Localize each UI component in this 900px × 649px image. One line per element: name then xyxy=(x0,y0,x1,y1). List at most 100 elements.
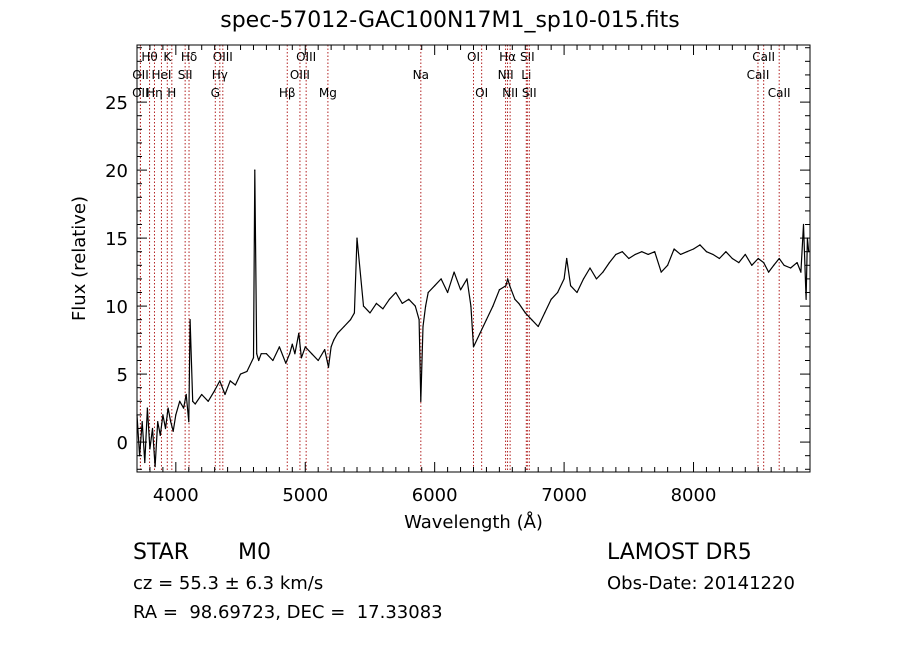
spectrum-point xyxy=(311,353,313,355)
spectrum-point xyxy=(425,305,427,307)
spectrum-point xyxy=(757,257,759,260)
spectrum-point xyxy=(234,384,236,386)
spectrum-point xyxy=(492,305,494,307)
spectrum-point xyxy=(254,169,256,171)
spectrum-point xyxy=(333,339,335,341)
spectrum-point xyxy=(229,380,231,382)
y-tick-label: 15 xyxy=(105,229,128,250)
line-marker-label: CaII xyxy=(752,50,775,64)
spectrum-point xyxy=(159,434,161,436)
spectrum-point xyxy=(272,359,274,362)
spectrum-point xyxy=(602,271,604,273)
spectrum-point xyxy=(356,237,358,239)
spectrum-point xyxy=(621,251,623,253)
spectrum-point xyxy=(219,380,221,382)
spectrum-point xyxy=(699,244,701,246)
spectrum-point xyxy=(349,319,352,321)
spectrum-point xyxy=(192,400,194,402)
observation-date: Obs-Date: 20141220 xyxy=(607,573,795,594)
spectrum-point xyxy=(179,400,181,402)
y-axis-label: Flux (relative) xyxy=(69,196,90,321)
spectrum-point xyxy=(144,461,146,464)
spectrum-point xyxy=(505,285,507,287)
object-subclass: M0 xyxy=(238,540,271,565)
spectrum-point xyxy=(485,319,488,321)
line-marker-label: OII xyxy=(132,86,149,100)
spectrum-point xyxy=(544,312,546,314)
spectrum-point xyxy=(162,414,164,416)
spectrum-point xyxy=(802,223,805,226)
spectrum-point xyxy=(725,251,727,253)
spectrum-point xyxy=(705,251,708,253)
spectrum-point xyxy=(537,325,539,328)
line-marker-label: K xyxy=(163,50,172,64)
line-marker-label: OIII xyxy=(213,50,233,64)
spectrum-point xyxy=(805,298,807,300)
spectrum-point xyxy=(531,319,533,321)
spectrum-point xyxy=(800,271,802,273)
spectrum-point xyxy=(563,278,565,280)
spectrum-point xyxy=(440,278,442,280)
spectrum-point xyxy=(524,312,526,314)
line-marker-label: G xyxy=(211,86,220,100)
spectrum-point xyxy=(382,308,384,310)
spectrum-point xyxy=(738,261,740,264)
line-marker-label: Hδ xyxy=(181,50,197,64)
spectrum-point xyxy=(182,407,185,409)
spectrum-point xyxy=(353,312,356,314)
line-marker-label: H xyxy=(167,86,176,100)
spectrum-point xyxy=(300,357,302,359)
spectrum-point xyxy=(731,257,733,260)
spectrum-point xyxy=(256,353,258,355)
spectrum-point xyxy=(408,298,410,300)
spectrum-point xyxy=(388,298,390,300)
spectrum-point xyxy=(258,359,260,362)
spectrum-point xyxy=(239,373,242,375)
spectrum-point xyxy=(550,298,552,300)
spectrum-point xyxy=(634,253,636,256)
spectrum-point xyxy=(447,291,449,294)
spectrum-point xyxy=(201,393,203,396)
line-marker-label: Hη xyxy=(146,86,163,100)
spectrum-point xyxy=(324,349,326,351)
spectrum-point xyxy=(285,362,287,364)
line-marker-label: CaII xyxy=(768,86,791,100)
spectrum-point xyxy=(509,285,511,287)
spectrum-point xyxy=(718,257,721,260)
spectrum-point xyxy=(246,370,248,372)
spectrum-point xyxy=(252,357,255,359)
spectrum-point xyxy=(751,264,753,266)
spectrum-point xyxy=(369,312,371,314)
spectrum-point xyxy=(330,346,332,348)
spectrum-point xyxy=(576,291,578,294)
spectrum-point xyxy=(418,319,420,321)
object-class: STAR xyxy=(133,540,190,565)
spectrum-point xyxy=(692,248,695,250)
spectrum-point xyxy=(149,448,151,450)
spectrum-point xyxy=(260,353,262,355)
spectrum-point xyxy=(712,253,714,256)
spectrum-point xyxy=(767,271,770,273)
line-marker-label: Hθ xyxy=(141,50,157,64)
spectrum-point xyxy=(395,291,397,294)
spectrum-point xyxy=(466,278,468,280)
line-marker-label: OI xyxy=(467,50,480,64)
spectrum-point xyxy=(157,421,159,423)
spectrum-point xyxy=(185,393,187,396)
spectrum-point xyxy=(796,261,798,264)
line-marker-label: Li xyxy=(521,68,531,82)
spectrum-point xyxy=(783,264,785,266)
spectrum-point xyxy=(479,332,481,334)
line-marker-label: CaII xyxy=(747,68,770,82)
spectrum-point xyxy=(298,332,300,334)
spectrum-point xyxy=(744,253,746,256)
spectrum-point xyxy=(566,257,568,260)
spectrum-point xyxy=(763,261,765,264)
spectrum-title: spec-57012-GAC100N17M1_sp10-015.fits xyxy=(220,8,680,33)
spectrum-point xyxy=(667,264,669,266)
spectrum-point xyxy=(514,298,516,300)
line-marker-label: Na xyxy=(413,68,429,82)
series-layer xyxy=(136,169,810,468)
spectrum-point xyxy=(304,346,306,348)
